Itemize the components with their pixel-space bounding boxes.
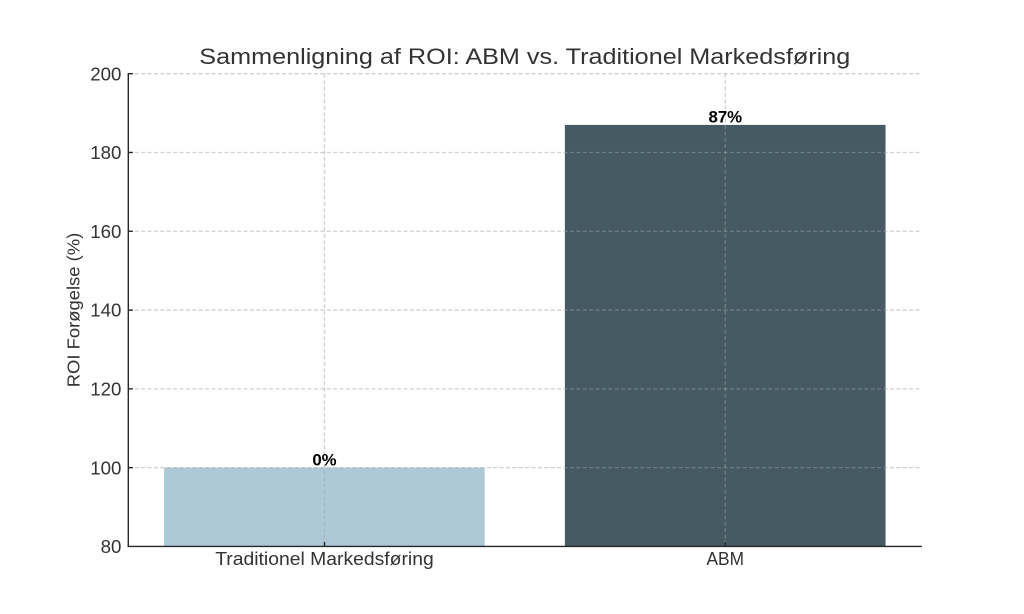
svg-text:Sammenligning af ROI: ABM vs.: Sammenligning af ROI: ABM vs. Traditione… <box>199 44 850 69</box>
svg-text:120: 120 <box>90 379 121 400</box>
svg-text:ABM: ABM <box>707 548 745 569</box>
svg-text:160: 160 <box>90 221 121 242</box>
svg-text:ROI Forøgelse (%): ROI Forøgelse (%) <box>64 233 84 388</box>
svg-text:140: 140 <box>90 300 121 321</box>
svg-text:Traditionel Markedsføring: Traditionel Markedsføring <box>215 548 434 569</box>
svg-text:180: 180 <box>90 142 121 163</box>
svg-text:200: 200 <box>90 63 121 84</box>
svg-text:80: 80 <box>101 536 122 557</box>
svg-text:87%: 87% <box>709 107 743 126</box>
svg-text:100: 100 <box>90 457 121 478</box>
svg-text:0%: 0% <box>312 450 336 469</box>
